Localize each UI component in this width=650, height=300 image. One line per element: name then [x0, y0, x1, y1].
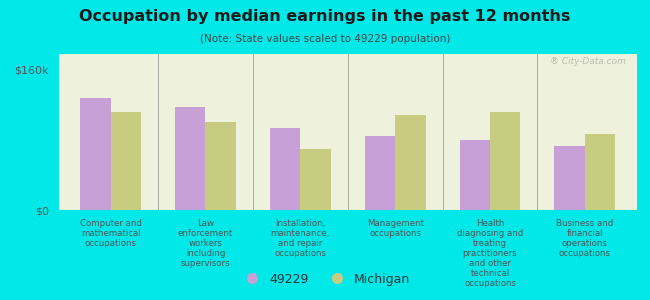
Bar — [205, 122, 236, 210]
Bar — [554, 146, 585, 210]
Legend: 49229, Michigan: 49229, Michigan — [235, 268, 415, 291]
Bar — [585, 134, 615, 210]
Bar — [395, 115, 426, 210]
Bar — [460, 140, 490, 210]
Bar — [300, 149, 331, 210]
Text: ® City-Data.com: ® City-Data.com — [549, 57, 625, 66]
Bar — [365, 136, 395, 210]
Bar — [270, 128, 300, 210]
Text: (Note: State values scaled to 49229 population): (Note: State values scaled to 49229 popu… — [200, 34, 450, 44]
Bar — [81, 98, 110, 210]
Bar — [175, 106, 205, 210]
Text: Occupation by median earnings in the past 12 months: Occupation by median earnings in the pas… — [79, 9, 571, 24]
Bar — [111, 112, 141, 210]
Bar — [490, 112, 521, 210]
